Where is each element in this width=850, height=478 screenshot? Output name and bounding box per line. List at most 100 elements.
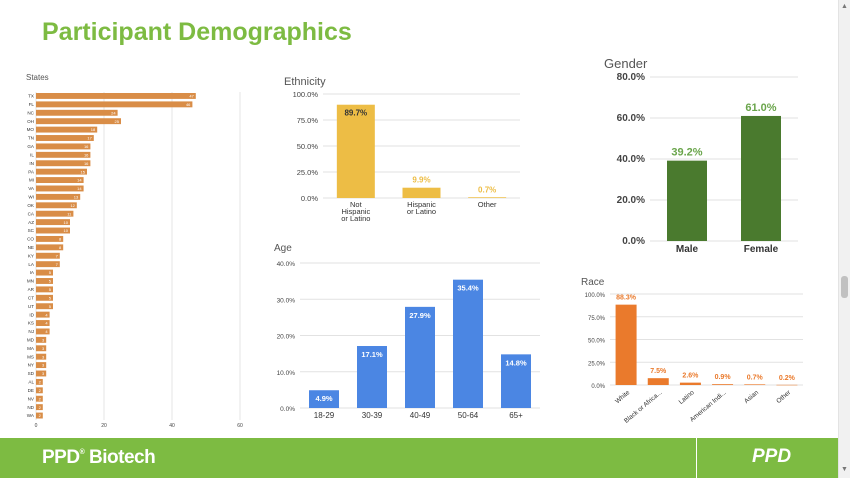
race-bar <box>679 382 701 385</box>
states-bar <box>36 404 43 411</box>
age-data-label: 14.8% <box>505 358 527 367</box>
age-category-label: 30-39 <box>362 411 383 420</box>
gender-data-label: 61.0% <box>745 102 776 114</box>
states-data-label: 5 <box>49 270 52 275</box>
states-data-label: 3 <box>42 337 45 342</box>
age-y-tick: 30.0% <box>277 297 296 304</box>
states-data-label: 47 <box>189 94 194 99</box>
states-category-label: NC <box>27 110 34 115</box>
states-data-label: 14 <box>77 186 82 191</box>
race-bar <box>615 304 637 385</box>
states-data-label: 16 <box>84 144 89 149</box>
ethnicity-category-label: Other <box>478 200 497 209</box>
states-bar <box>36 185 84 192</box>
states-bar <box>36 244 64 251</box>
states-bar <box>36 286 53 293</box>
age-data-label: 35.4% <box>457 284 479 293</box>
states-data-label: 7 <box>56 262 59 267</box>
states-data-label: 25 <box>115 119 120 124</box>
scroll-up-arrow-icon[interactable]: ▲ <box>841 3 848 10</box>
scroll-thumb[interactable] <box>841 276 848 298</box>
states-data-label: 5 <box>49 279 52 284</box>
states-bar <box>36 219 70 226</box>
ethnicity-title: Ethnicity <box>284 76 326 88</box>
states-bar <box>36 278 53 284</box>
states-bar <box>36 370 47 377</box>
states-data-label: 10 <box>64 228 69 233</box>
states-x-tick: 60 <box>237 423 243 429</box>
gender-y-tick: 0.0% <box>622 236 645 247</box>
states-category-label: CA <box>28 211 35 216</box>
states-bar <box>36 252 60 259</box>
states-category-label: PA <box>28 169 35 174</box>
states-data-label: 11 <box>67 211 72 216</box>
states-category-label: WA <box>27 413 35 418</box>
states-category-label: MO <box>27 127 35 132</box>
age-y-tick: 0.0% <box>280 406 295 413</box>
states-data-label: 8 <box>59 245 62 250</box>
states-category-label: KY <box>28 253 34 258</box>
states-bar <box>36 261 60 268</box>
states-bar <box>36 177 84 184</box>
gender-y-tick: 80.0% <box>617 72 645 83</box>
gender-title: Gender <box>604 56 648 71</box>
states-bar <box>36 320 50 326</box>
states-title: States <box>26 73 49 82</box>
age-data-label: 17.1% <box>361 350 383 359</box>
gender-bar <box>741 115 781 241</box>
states-data-label: 17 <box>87 136 92 141</box>
brand-logo: PPD® Biotech <box>42 447 156 468</box>
race-category-label: Other <box>775 389 793 405</box>
gender-y-tick: 60.0% <box>617 113 645 124</box>
states-category-label: UT <box>28 304 34 309</box>
age-bar <box>357 346 387 408</box>
states-category-label: SC <box>28 228 35 233</box>
states-category-label: KS <box>28 321 34 326</box>
ethnicity-category-label: Hispanic <box>407 200 436 209</box>
states-bar <box>36 311 50 318</box>
states-bar <box>36 227 70 234</box>
states-data-label: 3 <box>42 354 45 359</box>
states-data-label: 4 <box>45 321 48 326</box>
age-y-tick: 10.0% <box>277 370 296 377</box>
age-data-label: 27.9% <box>409 311 431 320</box>
states-category-label: MA <box>27 346 35 351</box>
states-bar <box>36 353 47 360</box>
states-category-label: CO <box>27 237 34 242</box>
states-data-label: 13 <box>74 195 79 200</box>
race-data-label: 2.6% <box>682 373 699 380</box>
ethnicity-category-label: Not <box>350 200 363 209</box>
states-bar <box>36 118 121 125</box>
states-data-label: 4 <box>45 329 48 334</box>
states-data-label: 12 <box>70 203 75 208</box>
states-bar <box>36 202 77 209</box>
race-data-label: 88.3% <box>616 295 637 302</box>
age-bar <box>309 390 339 408</box>
age-y-tick: 20.0% <box>277 334 296 341</box>
states-bar <box>36 395 43 402</box>
states-x-tick: 0 <box>35 423 38 429</box>
states-bar <box>36 336 47 343</box>
vertical-scrollbar[interactable]: ▲ ▼ <box>838 0 850 478</box>
gender-category-label: Male <box>676 244 699 255</box>
states-category-label: TN <box>28 136 34 141</box>
states-bar <box>36 135 94 141</box>
ethnicity-category-label: Hispanic <box>341 207 370 216</box>
scroll-down-arrow-icon[interactable]: ▼ <box>841 466 848 473</box>
states-data-label: 3 <box>42 346 45 351</box>
age-data-label: 4.9% <box>315 394 332 403</box>
states-category-label: MI <box>29 178 34 183</box>
states-category-label: WI <box>28 195 34 200</box>
states-category-label: AZ <box>28 220 34 225</box>
states-bar <box>36 93 196 99</box>
states-x-tick: 40 <box>169 423 175 429</box>
states-data-label: 3 <box>42 371 45 376</box>
ethnicity-y-tick: 0.0% <box>301 194 318 203</box>
states-data-label: 18 <box>91 127 96 132</box>
ethnicity-y-tick: 25.0% <box>297 168 319 177</box>
states-bar <box>36 101 193 108</box>
states-category-label: IL <box>30 152 34 157</box>
age-category-label: 50-64 <box>458 411 479 420</box>
